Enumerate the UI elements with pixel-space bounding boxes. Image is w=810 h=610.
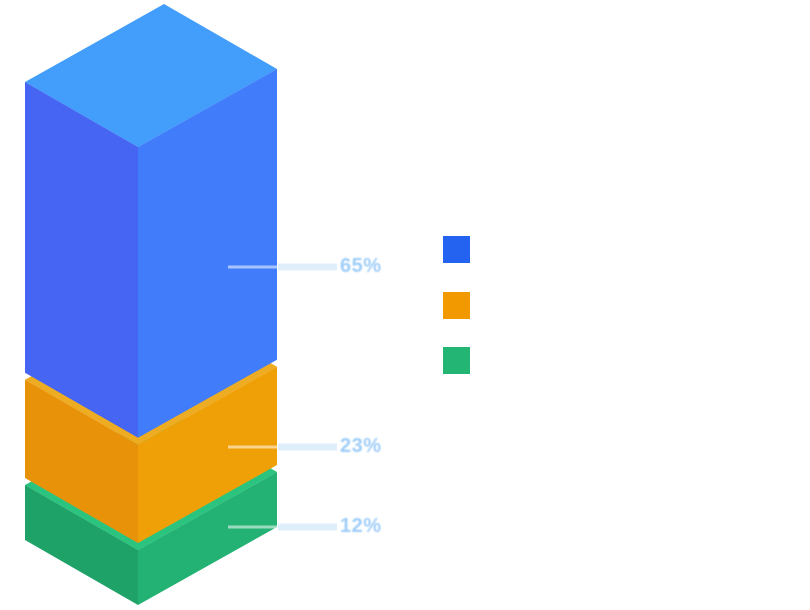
segment-3-percent-label: 12% [340,515,382,537]
leader-line-1 [278,263,337,271]
series-1-left-face [25,82,138,438]
series-1-top-face [25,4,277,147]
legend-swatch-series-1 [443,236,470,263]
leader-line-2 [278,443,337,451]
leader-line-3-on-bar [228,525,278,529]
series-3-left-face [25,485,138,605]
segment-1-percent-label: 65% [340,255,382,277]
leader-line-1-on-bar [228,265,278,269]
legend-swatch-series-3 [443,347,470,374]
series-1-right-face [138,69,277,438]
segment-2-percent-label: 23% [340,435,382,457]
leader-line-2-on-bar [228,445,278,449]
series-2-right-face [138,366,277,544]
series-3-right-face [138,472,277,605]
series-2-left-face [25,379,138,544]
legend-swatch-series-2 [443,292,470,319]
leader-line-3 [278,523,337,531]
